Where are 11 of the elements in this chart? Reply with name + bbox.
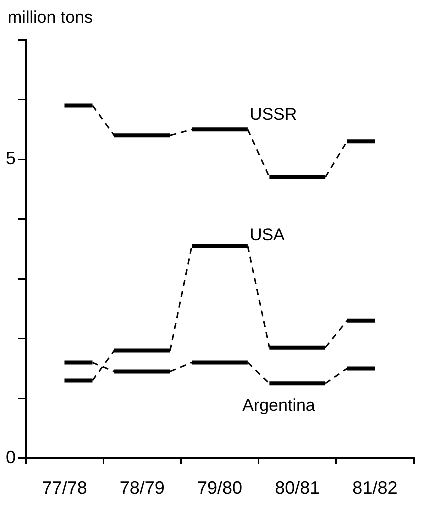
y-axis-title: million tons (8, 8, 94, 28)
y-tick-label: 0 (6, 447, 16, 468)
x-tick-label: 77/78 (42, 478, 88, 498)
series-label: USSR (250, 104, 298, 124)
x-tick-label: 78/79 (120, 478, 165, 498)
series-label: USA (250, 225, 286, 244)
y-tick-label: 5 (6, 148, 16, 169)
x-tick-label: 81/82 (352, 478, 398, 498)
series-label: Argentina (242, 396, 316, 415)
x-tick-label: 79/80 (197, 478, 243, 498)
x-tick-label: 80/81 (275, 478, 320, 498)
